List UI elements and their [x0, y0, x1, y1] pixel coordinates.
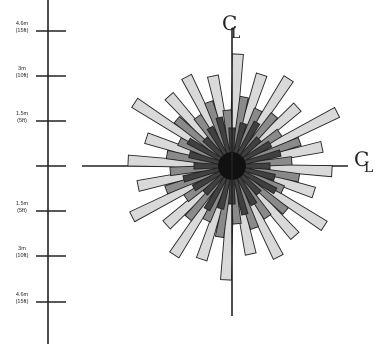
scale-label-metric: 4.6m	[16, 292, 29, 298]
outer-petal-ring	[127, 53, 341, 281]
centerline-symbol-right: C	[354, 147, 369, 171]
scale-label-metric: 1.5m	[16, 201, 29, 207]
scale-label-imperial: (10ft)	[16, 253, 29, 259]
scale-label-imperial: (10ft)	[16, 73, 29, 79]
scale-label-imperial: (15ft)	[16, 28, 29, 34]
scale-label-metric: 3m	[18, 66, 26, 72]
vertical-centerline-marker: C L	[222, 11, 240, 42]
centerline-symbol-top: C	[222, 11, 237, 35]
horizontal-centerline-marker: C L	[354, 147, 373, 176]
scale-label-imperial: (5ft)	[17, 208, 27, 214]
scale-label-metric: 3m	[18, 246, 26, 252]
inner-petal-ring	[182, 116, 282, 216]
distance-scale: 4.6m(15ft)3m(10ft)1.5m(5ft)1.5m(5ft)3m(1…	[16, 0, 66, 344]
scale-label-imperial: (15ft)	[16, 299, 29, 305]
scale-label-metric: 4.6m	[16, 21, 29, 27]
scale-ticks: 4.6m(15ft)3m(10ft)1.5m(5ft)1.5m(5ft)3m(1…	[16, 21, 66, 305]
centerline-symbol-right-l: L	[364, 160, 373, 176]
scale-label-imperial: (5ft)	[17, 118, 27, 124]
scale-label-metric: 1.5m	[16, 111, 29, 117]
centerline-symbol-top-l: L	[231, 26, 240, 42]
